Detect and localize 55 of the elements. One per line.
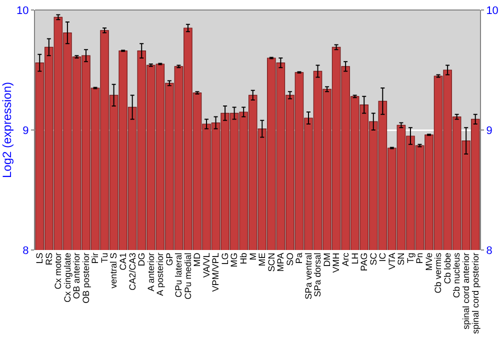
x-tick-label: Tu [99, 252, 110, 263]
x-tick-label: VPM/VPL [210, 252, 221, 292]
x-tick-label: SO [284, 252, 295, 266]
y-axis-title: Log2 (expression) [0, 82, 14, 178]
x-tick-label: ME [257, 252, 268, 266]
y-tick-label: 8 [22, 244, 29, 257]
x-tick-label: Pa [294, 252, 304, 264]
x-tick-label: SPa ventral [303, 252, 314, 300]
x-tick-label: CA1 [118, 252, 128, 270]
x-tick-label: Cx cingulate [62, 252, 72, 302]
x-tick-label: A posterior [155, 252, 166, 296]
x-tick-label: GP [164, 252, 174, 266]
x-tick-label: M [248, 252, 258, 260]
x-tick-label: SPa dorsal [312, 252, 323, 297]
x-tick-label: spinal cord posterior [470, 252, 480, 334]
x-tick-label: SCN [266, 252, 276, 272]
y-tick-label: 10 [16, 4, 29, 17]
y2-tick-label: 10 [486, 4, 498, 17]
x-tick-label: MPA [276, 252, 286, 272]
x-tick-label: VMH [331, 252, 342, 273]
x-tick-label: spinal cord anterior [461, 252, 472, 330]
x-tick-label: ventral S [108, 252, 119, 288]
x-tick-label: LH [350, 252, 360, 264]
y2-tick-label: 9 [486, 124, 492, 137]
x-tick-label: A anterior [146, 252, 156, 292]
x-tick-label: SN [396, 252, 406, 266]
x-tick-label: SC [368, 252, 378, 266]
x-tick-label: Hb [238, 252, 249, 264]
x-tick-label: CPu medial [182, 252, 193, 300]
x-tick-label: Cb lobe [442, 252, 452, 284]
x-tick-label: DM [322, 252, 332, 267]
x-tick-label: CA2/CA3 [127, 252, 138, 290]
x-tick-label: IC [378, 252, 388, 262]
y-tick-label: 9 [22, 124, 29, 137]
x-tick-label: Cx motor [53, 252, 64, 290]
x-tick-label: LS [34, 252, 45, 264]
x-tick-label: Pn [414, 252, 425, 264]
x-tick-label: Tg [405, 252, 416, 264]
x-tick-label: CPu lateral [174, 252, 184, 298]
x-tick-label: VA/VL [201, 252, 212, 278]
y2-tick-label: 8 [486, 244, 492, 257]
x-tick-label: Cb nucleus [452, 252, 462, 298]
x-tick-label: MVe [424, 252, 434, 271]
x-tick-label: PAG [359, 252, 370, 272]
x-tick-label: Arc [340, 252, 350, 266]
x-tick-label: MD [192, 252, 202, 267]
x-tick-label: MG [229, 252, 240, 268]
x-tick-label: OB posterior [80, 252, 91, 304]
x-tick-label: Cb vermis [433, 252, 444, 294]
x-tick-label: RS [44, 252, 54, 266]
x-tick-label: DG [136, 252, 147, 266]
x-tick-label: VTA [386, 252, 397, 270]
x-tick-label: LG [220, 252, 230, 265]
x-tick-label: Pir [90, 252, 100, 264]
x-tick-label: OB anterior [72, 252, 82, 299]
